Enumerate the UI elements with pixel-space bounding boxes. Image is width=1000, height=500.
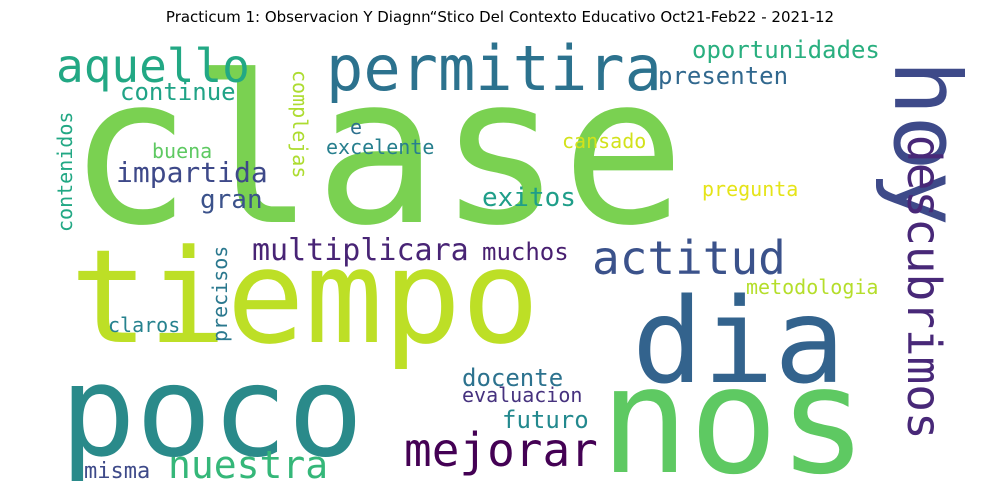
word-hoy: hoy	[873, 60, 980, 226]
word-excelente: excelente	[326, 135, 434, 159]
word-actitud: actitud	[592, 231, 786, 285]
word-aquello: aquello	[56, 39, 250, 93]
word-tiempo: tiempo	[70, 221, 540, 373]
word-clase: clase	[68, 33, 685, 271]
word-impartida: impartida	[116, 156, 268, 189]
word-docente: docente	[462, 364, 563, 392]
word-evaluacion: evaluacion	[462, 383, 582, 407]
word-multiplicara: multiplicara	[252, 233, 469, 268]
word-metodologia: metodologia	[746, 275, 878, 299]
word-presenten: presenten	[658, 62, 788, 90]
word-continue: continue	[120, 78, 236, 106]
chart-title: Practicum 1: Observacion Y Diagnn“Stico …	[165, 8, 835, 26]
word-muchos: muchos	[482, 238, 569, 266]
word-precisos: precisos	[208, 246, 232, 342]
word-nuestra: nuestra	[168, 443, 328, 487]
word-pregunta: pregunta	[702, 177, 798, 201]
word-dia: dia	[632, 272, 845, 410]
word-oportunidades: oportunidades	[692, 36, 880, 64]
word-contenidos: contenidos	[53, 112, 77, 232]
word-misma: misma	[84, 459, 150, 484]
word-gran: gran	[200, 185, 263, 215]
word-permitira: permitira	[326, 32, 662, 105]
word-claros: claros	[108, 313, 180, 337]
word-mejorar: mejorar	[404, 423, 598, 477]
word-nos: nos	[600, 335, 867, 500]
word-futuro: futuro	[502, 406, 589, 434]
word-cansado: cansado	[562, 129, 646, 153]
word-poco: poco	[60, 338, 363, 485]
word-exitos: exitos	[482, 183, 576, 213]
word-descubrimos: descubrimos	[897, 135, 951, 440]
word-buena: buena	[152, 139, 212, 163]
word-complejas: complejas	[288, 70, 312, 178]
word-e: e	[350, 115, 362, 139]
